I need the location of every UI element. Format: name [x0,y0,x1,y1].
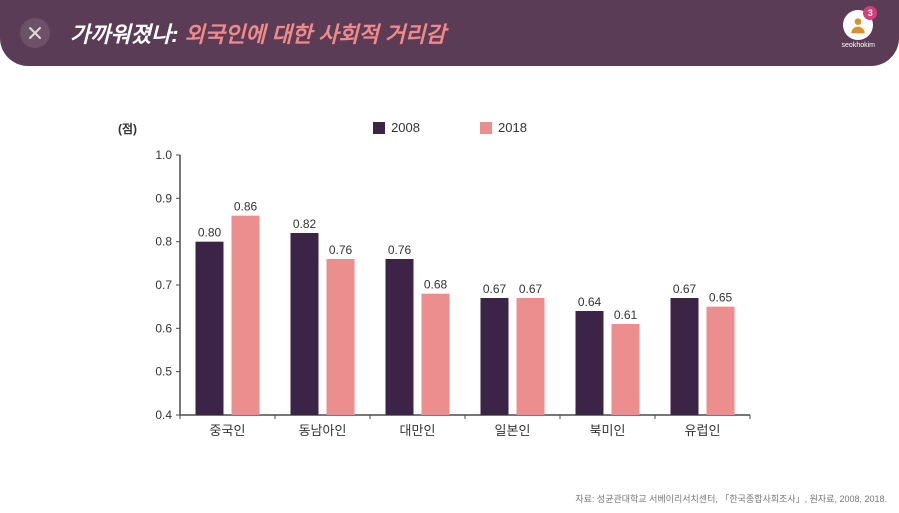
avatar-block[interactable]: 3 seokhokim [842,10,875,49]
title-main: 외국인에 대한 사회적 거리감 [185,17,446,49]
y-tick-label: 1.0 [155,148,172,162]
bar-chart: 0.4 0.5 0.6 0.7 0.8 0.9 1.0 0.80 0.86 중국인 0.82 0.76… [140,145,760,445]
close-button[interactable] [20,18,50,48]
y-tick-label: 0.5 [155,365,172,379]
bar-2008-4 [576,311,604,415]
legend-swatch-2008 [373,122,385,134]
slide: 가까워졌나: 외국인에 대한 사회적 거리감 3 seokhokim (점) 2… [0,0,899,513]
y-tick-label: 0.6 [155,321,172,335]
title-lead: 가까워졌나: [70,17,179,49]
bar-label: 0.80 [198,226,222,240]
legend: 2008 2018 [140,120,760,135]
legend-item-2018: 2018 [480,120,527,135]
bar-2008-3 [481,298,509,415]
bar-label: 0.64 [578,295,602,309]
category-label: 북미인 [590,423,626,438]
bar-label: 0.61 [614,308,638,322]
category-label: 유럽인 [685,423,721,438]
legend-swatch-2018 [480,122,492,134]
footnote: 자료: 성균관대학교 서베이리서치센터, 「한국종합사회조사」, 원자료, 20… [575,492,887,505]
legend-item-2008: 2008 [373,120,420,135]
y-axis-unit: (점) [118,120,137,137]
bar-2008-5 [671,298,699,415]
bar-2018-4 [612,324,640,415]
bar-2018-1 [327,259,355,415]
bar-label: 0.82 [293,217,317,231]
header-bar: 가까워졌나: 외국인에 대한 사회적 거리감 3 seokhokim [0,0,899,66]
bar-2008-1 [291,233,319,415]
bar-2018-3 [517,298,545,415]
bar-label: 0.65 [709,291,733,305]
avatar: 3 [843,10,873,40]
notification-badge: 3 [863,6,877,20]
legend-label-2018: 2018 [498,120,527,135]
bar-label: 0.67 [483,282,507,296]
bar-label: 0.86 [234,200,258,214]
bar-label: 0.76 [388,243,412,257]
bar-2018-5 [707,307,735,415]
bar-2008-2 [386,259,414,415]
bar-2018-2 [422,294,450,415]
y-tick-label: 0.4 [155,408,172,422]
bar-2018-0 [232,216,260,415]
avatar-name: seokhokim [842,42,875,49]
y-tick-label: 0.8 [155,235,172,249]
category-label: 동남아인 [299,423,347,438]
legend-label-2008: 2008 [391,120,420,135]
bar-label: 0.67 [519,282,543,296]
bar-label: 0.68 [424,278,448,292]
close-icon [28,26,42,40]
category-label: 중국인 [210,423,246,438]
category-label: 대만인 [400,423,436,438]
bar-label: 0.76 [329,243,353,257]
bar-label: 0.67 [673,282,697,296]
y-tick-label: 0.9 [155,191,172,205]
category-label: 일본인 [495,423,531,438]
y-tick-label: 0.7 [155,278,172,292]
bar-2008-0 [196,242,224,415]
